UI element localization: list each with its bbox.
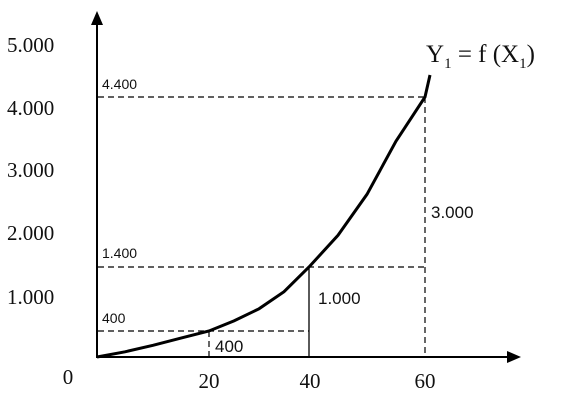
y-tick-label-2000: 2.000 [7, 221, 54, 245]
x-tick-label-60: 60 [415, 369, 436, 393]
y-tick-label-1000: 1.000 [7, 285, 54, 309]
guide-label-400: 400 [102, 310, 126, 326]
x-tick-label-40: 40 [300, 369, 321, 393]
guide-label-1400: 1.400 [102, 245, 137, 261]
y-axis-arrow [91, 11, 103, 25]
increment-label-400: 400 [215, 337, 243, 356]
x-axis-arrow [507, 351, 521, 363]
curve-y1 [96, 74, 432, 359]
y-tick-label-3000: 3.000 [7, 158, 54, 182]
increment-label-1000: 1.000 [318, 289, 361, 308]
y-tick-label-4000: 4.000 [7, 96, 54, 120]
x-tick-label-20: 20 [199, 369, 220, 393]
y-tick-label-5000: 5.000 [7, 33, 54, 57]
guide-label-4400: 4.400 [102, 76, 137, 92]
origin-label: 0 [63, 365, 74, 389]
curve-label: Y1 = f (X1) [426, 41, 535, 72]
increment-label-3000: 3.000 [431, 203, 474, 222]
